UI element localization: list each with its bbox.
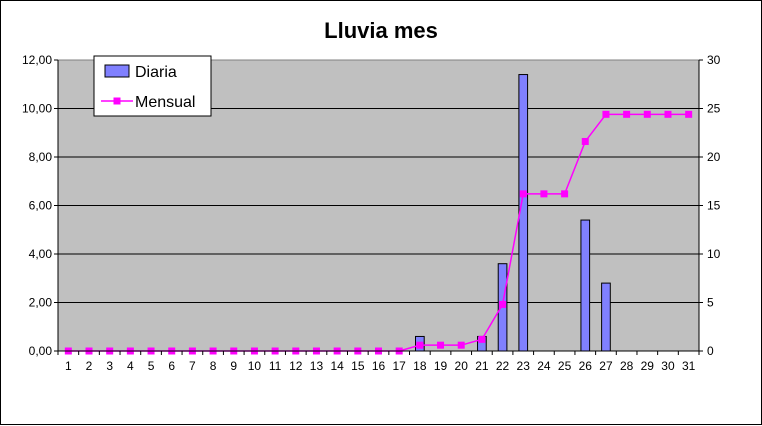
x-tick-label: 18 [413, 359, 427, 373]
bar-diaria-day-27 [601, 282, 611, 352]
legend-label-mensual: Mensual [135, 94, 195, 111]
point-mensual-day-27 [602, 110, 610, 118]
x-tick-label: 27 [599, 359, 613, 373]
x-tick-label: 25 [558, 359, 572, 373]
x-tick-label: 26 [579, 359, 593, 373]
legend-marker-mensual [113, 97, 121, 105]
x-tick-label: 8 [210, 359, 217, 373]
y-right-tick-label: 25 [707, 102, 721, 116]
x-tick-label: 22 [496, 359, 510, 373]
y-left-tick-label: 6,00 [29, 199, 53, 213]
y-right-tick-label: 30 [707, 53, 721, 67]
x-tick-label: 7 [189, 359, 196, 373]
legend-label-diaria: Diaria [135, 64, 177, 81]
y-left-tick-label: 10,00 [22, 102, 52, 116]
legend: Diaria Mensual [93, 55, 212, 117]
point-mensual-day-25 [561, 190, 569, 198]
point-mensual-day-18 [416, 341, 424, 349]
x-tick-label: 29 [641, 359, 655, 373]
x-tick-label: 12 [289, 359, 303, 373]
y-right-tick-label: 10 [707, 247, 721, 261]
x-tick-label: 23 [517, 359, 531, 373]
y-left-tick-label: 4,00 [29, 247, 53, 261]
point-mensual-day-20 [457, 341, 465, 349]
x-tick-label: 31 [682, 359, 696, 373]
x-tick-label: 19 [434, 359, 448, 373]
point-mensual-day-23 [519, 190, 527, 198]
x-tick-label: 14 [330, 359, 344, 373]
x-tick-label: 6 [168, 359, 175, 373]
x-tick-label: 11 [269, 359, 282, 373]
point-mensual-day-22 [499, 300, 507, 308]
y-right-tick-label: 15 [707, 199, 721, 213]
point-mensual-day-31 [685, 110, 693, 118]
point-mensual-day-21 [478, 335, 486, 343]
x-tick-label: 13 [310, 359, 324, 373]
y-right-tick-label: 20 [707, 150, 721, 164]
axes: 0,002,004,006,008,0010,0012,000510152025… [22, 53, 721, 373]
x-tick-label: 10 [248, 359, 262, 373]
x-tick-label: 4 [127, 359, 134, 373]
x-tick-label: 9 [230, 359, 237, 373]
point-mensual-day-19 [437, 341, 445, 349]
x-tick-label: 17 [392, 359, 406, 373]
bar-diaria-day-26 [580, 219, 591, 352]
point-mensual-day-24 [540, 190, 548, 198]
chart-title: Lluvia mes [324, 18, 438, 43]
x-tick-label: 30 [661, 359, 675, 373]
x-tick-label: 2 [86, 359, 93, 373]
x-tick-label: 15 [351, 359, 365, 373]
y-left-tick-label: 12,00 [22, 53, 52, 67]
x-tick-label: 5 [148, 359, 155, 373]
x-tick-label: 24 [537, 359, 551, 373]
y-left-tick-label: 0,00 [29, 344, 53, 358]
x-tick-label: 3 [106, 359, 113, 373]
y-left-tick-label: 2,00 [29, 296, 53, 310]
y-left-tick-label: 8,00 [29, 150, 53, 164]
x-tick-label: 28 [620, 359, 634, 373]
point-mensual-day-28 [623, 110, 631, 118]
x-tick-label: 1 [65, 359, 72, 373]
x-tick-label: 20 [455, 359, 469, 373]
x-tick-label: 16 [372, 359, 386, 373]
y-right-tick-label: 0 [707, 344, 714, 358]
legend-swatch-diaria [104, 64, 130, 78]
x-tick-label: 21 [475, 359, 489, 373]
point-mensual-day-30 [664, 110, 672, 118]
point-mensual-day-29 [643, 110, 651, 118]
y-right-tick-label: 5 [707, 296, 714, 310]
point-mensual-day-26 [581, 137, 589, 145]
